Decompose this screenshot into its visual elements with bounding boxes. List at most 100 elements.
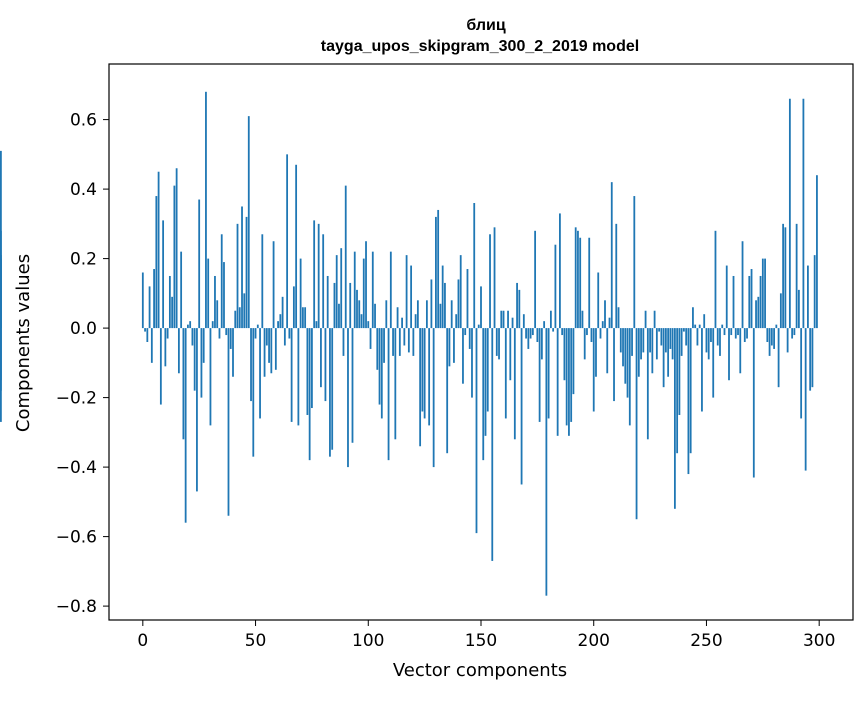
bar [671, 328, 674, 360]
bar [513, 328, 516, 440]
bar [376, 328, 379, 370]
bar [317, 223, 320, 329]
bar [768, 328, 771, 356]
bar [525, 328, 527, 339]
bar [676, 328, 679, 454]
bar [457, 279, 460, 329]
bar [482, 328, 485, 461]
bar [635, 328, 638, 520]
bar [477, 324, 480, 329]
bar [748, 275, 751, 329]
bar [651, 328, 654, 374]
bar [232, 328, 234, 377]
bar [468, 328, 471, 349]
bar [529, 328, 532, 339]
x-axis-label: Vector components [393, 660, 567, 681]
bar [252, 328, 255, 457]
bar [173, 185, 176, 329]
bar [338, 303, 340, 329]
x-tick-label: 200 [578, 631, 610, 651]
bar [770, 328, 773, 346]
bar [157, 171, 160, 329]
bar [644, 310, 647, 329]
bar [371, 251, 374, 329]
bar [552, 328, 555, 332]
bar [809, 328, 812, 391]
bar [628, 328, 631, 426]
bar [761, 258, 764, 329]
bar [220, 234, 223, 329]
bar [358, 300, 361, 329]
bar [146, 328, 149, 342]
bar [559, 213, 561, 329]
bar [759, 275, 762, 329]
bar [268, 328, 270, 363]
bar [586, 328, 588, 336]
bar [277, 321, 279, 329]
bar [162, 220, 165, 329]
bar [554, 244, 557, 329]
bar [180, 251, 183, 329]
bar [313, 220, 316, 329]
x-tick-label: 300 [803, 631, 835, 651]
bar [538, 328, 541, 422]
y-axis-ticks: −0.8 −0.6 −0.4 −0.2 0.0 0.2 0.4 0.6 [56, 111, 109, 617]
bar [353, 251, 356, 329]
bar [723, 328, 726, 336]
bar [655, 328, 658, 360]
bar [428, 328, 431, 426]
bar [450, 300, 453, 329]
bar [491, 328, 494, 561]
bar [743, 328, 746, 342]
bar [728, 328, 730, 381]
bar [0, 150, 2, 329]
bar [664, 328, 667, 353]
bar [281, 296, 284, 329]
bar [425, 300, 428, 329]
bar [633, 196, 636, 329]
bar [685, 328, 688, 346]
bar [241, 206, 243, 329]
bar [304, 307, 307, 329]
bar [205, 91, 207, 329]
bar [766, 328, 769, 342]
bar [757, 296, 760, 329]
bar [236, 223, 239, 329]
bar [714, 230, 717, 329]
bar [610, 182, 613, 329]
bar [351, 328, 354, 443]
bar [462, 328, 464, 384]
x-tick-label: 0 [137, 631, 148, 651]
bar [320, 328, 322, 388]
bar [362, 258, 365, 329]
bar [392, 328, 394, 356]
bar [777, 328, 780, 388]
bar [572, 328, 575, 395]
bar [155, 196, 158, 329]
bar [202, 328, 205, 363]
bar [703, 314, 706, 329]
bar [716, 328, 719, 346]
bar [498, 328, 500, 360]
x-tick-label: 250 [690, 631, 722, 651]
bar [662, 328, 665, 388]
bar [272, 241, 275, 329]
bar [619, 328, 622, 353]
bar [299, 258, 302, 329]
bar [689, 328, 692, 454]
bar [500, 310, 503, 329]
bar [637, 328, 640, 377]
bar [475, 328, 478, 534]
bar [486, 328, 489, 412]
bar [583, 328, 586, 360]
bar [516, 282, 518, 329]
bar [166, 328, 169, 339]
bar [243, 293, 246, 329]
bar [680, 328, 683, 356]
bar [653, 310, 656, 329]
bar [464, 328, 467, 336]
bar [601, 321, 604, 329]
bar [322, 234, 325, 329]
bar [326, 275, 329, 329]
